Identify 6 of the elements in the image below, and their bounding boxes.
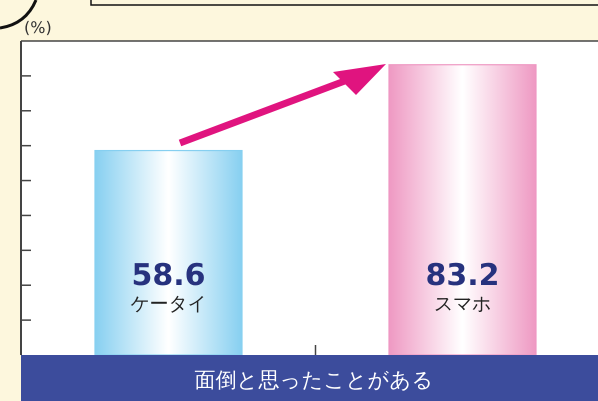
x-tick-label: スマホ bbox=[434, 293, 491, 315]
x-tick-label: ケータイ bbox=[130, 293, 206, 315]
data-label: 58.6 bbox=[131, 258, 206, 293]
y-axis-title: (%) bbox=[24, 18, 52, 37]
x-axis-title: 面倒と思ったことがある bbox=[194, 368, 434, 392]
data-label: 83.2 bbox=[425, 258, 500, 293]
